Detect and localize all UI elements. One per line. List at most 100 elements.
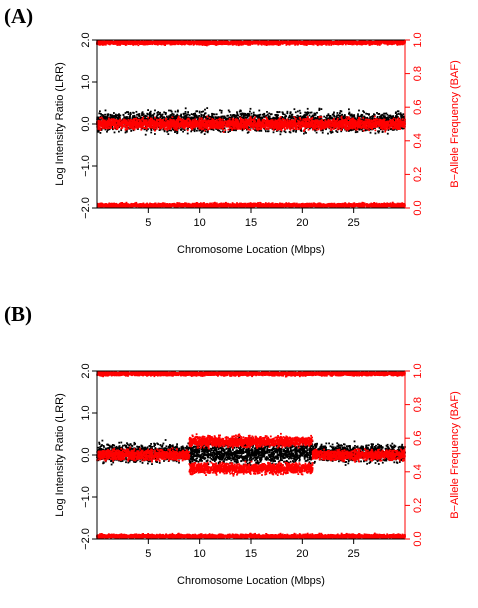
data-point [233,129,235,132]
data-point [103,115,106,118]
data-point [400,117,403,119]
data-point [148,112,151,114]
data-point [328,116,331,119]
data-point [205,128,208,131]
data-point [369,131,372,134]
data-point [209,115,212,118]
data-point [399,113,402,116]
data-point [335,130,338,132]
data-point [160,115,163,118]
data-point [303,115,306,118]
data-point [154,133,156,135]
data-point [198,110,201,113]
data-point [99,110,101,113]
data-point [386,113,389,116]
data-point [220,111,223,114]
data-point [211,114,213,117]
data-point [358,128,361,131]
data-point [380,115,383,117]
data-point [287,116,290,119]
data-point [292,130,295,133]
data-point [174,129,176,132]
data-point [170,118,173,120]
data-point [363,111,365,114]
data-point [245,128,248,131]
data-point [214,116,217,118]
data-point [397,113,400,115]
data-point [320,108,323,110]
data-point [343,114,346,116]
data-point [204,112,207,115]
data-point [246,114,249,117]
data-point [104,109,107,112]
data-point [182,117,185,119]
data-point [147,109,149,111]
data-point [289,111,292,114]
data-point [157,113,159,116]
data-point [104,116,107,118]
data-point [401,114,404,117]
data-point [241,127,244,130]
data-point [110,115,113,118]
data-point [387,119,390,122]
data-point [306,107,309,110]
data-point [297,117,299,120]
data-point [400,127,403,130]
data-point [158,113,161,115]
data-point [388,114,390,117]
data-point [248,114,251,116]
data-point [304,114,307,116]
data-point [224,122,227,124]
data-point [188,114,191,117]
data-point [223,115,226,118]
data-point [159,116,162,118]
data-point [323,115,326,118]
data-point [170,113,173,116]
data-point [210,116,213,119]
data-point [219,109,221,112]
data-point [196,129,198,132]
data-point [305,112,307,114]
data-point [169,109,172,112]
data-point [146,112,149,115]
data-point [108,128,111,131]
data-point [381,113,384,116]
data-point [255,114,257,117]
data-point [180,129,183,131]
data-point [377,131,380,134]
data-point [279,133,282,136]
data-point [336,131,339,133]
data-point [372,115,374,117]
data-point [302,120,305,122]
data-point [180,113,182,116]
data-point [163,116,166,119]
data-point [328,43,330,46]
data-point [145,118,147,120]
data-point [376,117,379,119]
data-point [206,131,209,134]
data-point [176,113,179,116]
data-point [370,115,373,118]
data-point [258,116,260,119]
data-point [295,129,298,131]
data-point [220,109,223,112]
data-point [104,128,107,131]
data-point [110,116,112,119]
data-point [195,115,198,117]
data-point [238,110,241,113]
data-point [307,112,309,115]
data-point [394,112,397,114]
data-point [354,131,357,134]
data-point [106,118,109,121]
data-point [309,111,312,114]
data-point [314,112,317,115]
data-point [324,116,327,119]
data-point [253,114,256,117]
data-point [232,114,235,116]
data-point [234,116,236,119]
data-point [200,111,203,113]
data-point [113,131,116,134]
data-point [141,114,144,116]
data-point [299,112,302,114]
data-point [276,118,278,120]
